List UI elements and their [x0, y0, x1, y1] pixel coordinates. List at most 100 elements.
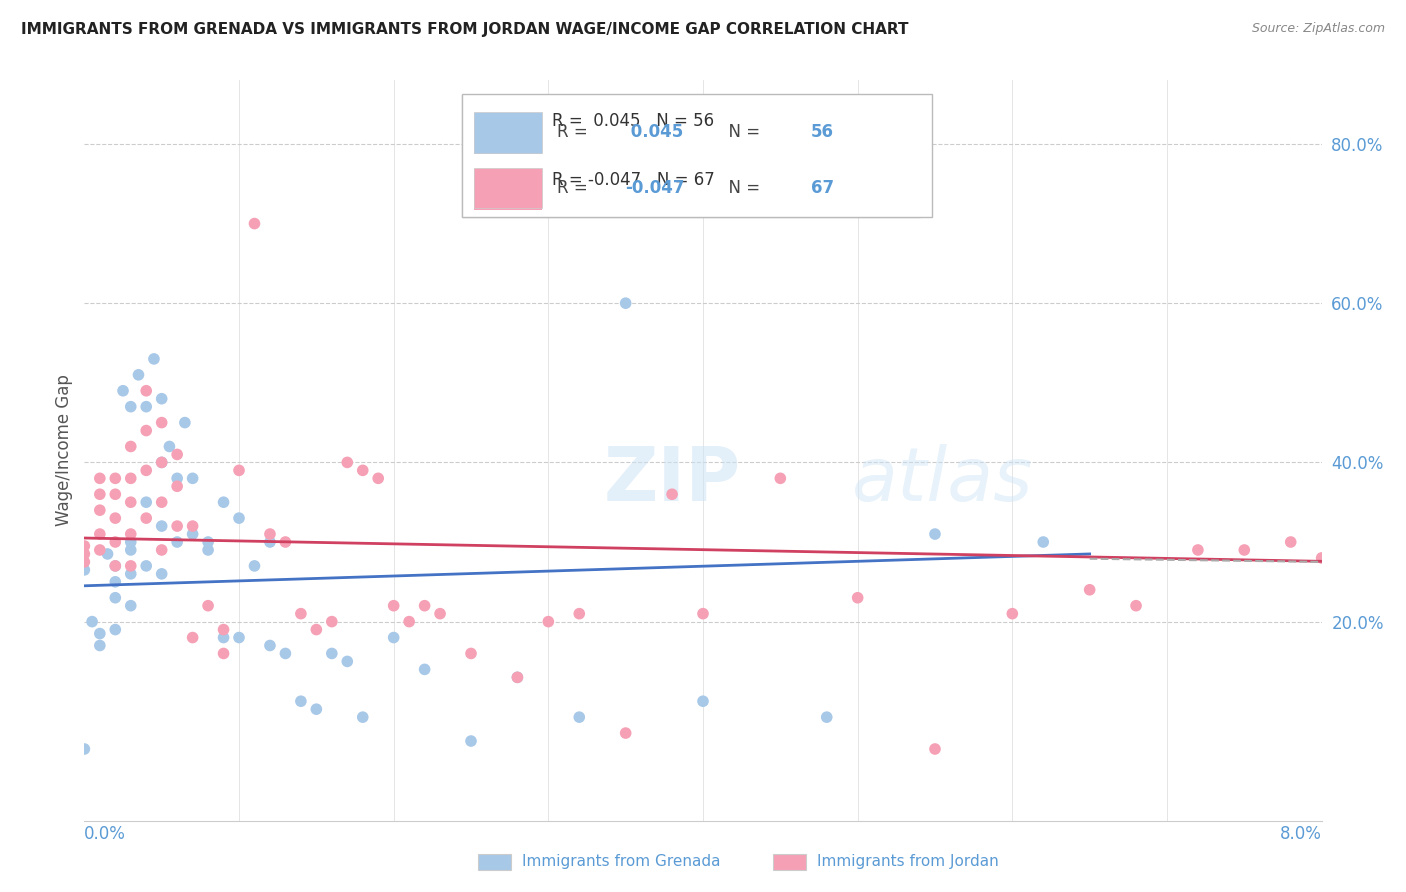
Point — [73, 547, 96, 561]
Point — [89, 471, 111, 485]
Point — [1388, 558, 1406, 573]
Point — [96, 547, 118, 561]
Point — [398, 615, 420, 629]
FancyBboxPatch shape — [474, 168, 543, 209]
Point — [150, 543, 173, 558]
FancyBboxPatch shape — [461, 95, 920, 218]
Point — [181, 471, 204, 485]
Point — [568, 710, 591, 724]
Point — [181, 631, 204, 645]
Y-axis label: Wage/Income Gap: Wage/Income Gap — [55, 375, 73, 526]
Text: IMMIGRANTS FROM GRENADA VS IMMIGRANTS FROM JORDAN WAGE/INCOME GAP CORRELATION CH: IMMIGRANTS FROM GRENADA VS IMMIGRANTS FR… — [21, 22, 908, 37]
Text: R =: R = — [557, 123, 593, 141]
Point — [568, 607, 591, 621]
Point — [212, 623, 235, 637]
Text: -0.047: -0.047 — [626, 178, 685, 196]
Point — [104, 511, 127, 525]
FancyBboxPatch shape — [474, 112, 543, 153]
Point — [259, 535, 281, 549]
Point — [924, 742, 946, 756]
Point — [537, 615, 560, 629]
Point — [120, 543, 142, 558]
Point — [846, 591, 869, 605]
Text: R =  0.045   N = 56: R = 0.045 N = 56 — [553, 112, 714, 130]
Point — [228, 511, 250, 525]
Point — [120, 440, 142, 454]
Point — [181, 519, 204, 533]
Point — [228, 631, 250, 645]
Point — [89, 543, 111, 558]
Point — [135, 400, 157, 414]
Point — [166, 447, 188, 461]
Point — [120, 558, 142, 573]
Point — [1279, 535, 1302, 549]
Text: N =: N = — [718, 178, 765, 196]
Point — [661, 487, 683, 501]
Point — [212, 647, 235, 661]
Point — [120, 535, 142, 549]
Point — [73, 555, 96, 569]
Point — [135, 463, 157, 477]
Point — [274, 535, 297, 549]
Point — [73, 563, 96, 577]
Point — [82, 615, 104, 629]
Point — [73, 539, 96, 553]
FancyBboxPatch shape — [474, 169, 543, 210]
Point — [120, 400, 142, 414]
Point — [150, 416, 173, 430]
Point — [352, 463, 374, 477]
Point — [150, 495, 173, 509]
Point — [212, 495, 235, 509]
Point — [212, 631, 235, 645]
Point — [815, 710, 838, 724]
Point — [89, 503, 111, 517]
Text: 67: 67 — [811, 178, 834, 196]
Point — [104, 471, 127, 485]
FancyBboxPatch shape — [461, 94, 932, 218]
Point — [104, 487, 127, 501]
Point — [120, 527, 142, 541]
Point — [290, 694, 312, 708]
Point — [506, 670, 529, 684]
Text: Source: ZipAtlas.com: Source: ZipAtlas.com — [1251, 22, 1385, 36]
Point — [1125, 599, 1147, 613]
Point — [73, 742, 96, 756]
Point — [305, 702, 328, 716]
Point — [197, 543, 219, 558]
Point — [336, 655, 359, 669]
Point — [104, 574, 127, 589]
Point — [692, 607, 714, 621]
Point — [120, 599, 142, 613]
Point — [104, 558, 127, 573]
Point — [120, 495, 142, 509]
Point — [166, 519, 188, 533]
Text: Immigrants from Grenada: Immigrants from Grenada — [522, 855, 721, 869]
Point — [197, 599, 219, 613]
Point — [120, 566, 142, 581]
Point — [89, 487, 111, 501]
Point — [243, 558, 266, 573]
Point — [692, 694, 714, 708]
Point — [1310, 550, 1333, 565]
Point — [259, 527, 281, 541]
Text: 0.045: 0.045 — [626, 123, 683, 141]
Point — [769, 471, 792, 485]
Point — [243, 217, 266, 231]
Point — [429, 607, 451, 621]
Text: N =: N = — [718, 123, 765, 141]
Point — [135, 384, 157, 398]
Point — [382, 599, 405, 613]
Point — [150, 455, 173, 469]
Text: 8.0%: 8.0% — [1279, 824, 1322, 843]
Text: 56: 56 — [811, 123, 834, 141]
Point — [150, 519, 173, 533]
Point — [104, 558, 127, 573]
Point — [1078, 582, 1101, 597]
Point — [181, 527, 204, 541]
Text: 0.0%: 0.0% — [84, 824, 127, 843]
Point — [1341, 543, 1364, 558]
Point — [413, 662, 436, 676]
Point — [104, 591, 127, 605]
Point — [321, 615, 343, 629]
Point — [305, 623, 328, 637]
